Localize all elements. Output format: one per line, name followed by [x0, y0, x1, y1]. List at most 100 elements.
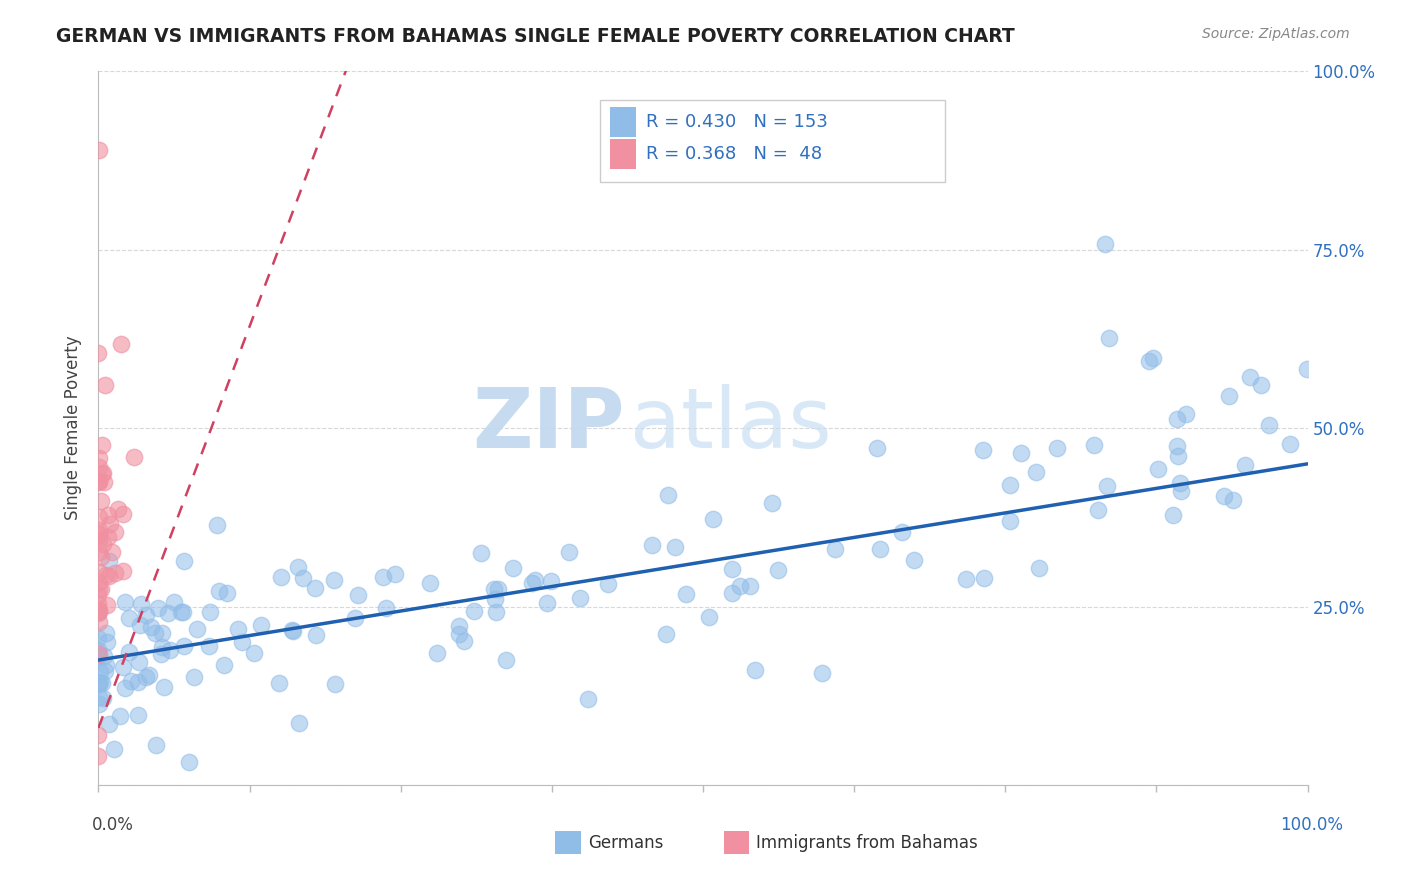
- Point: [721, 586, 744, 600]
- FancyBboxPatch shape: [600, 100, 945, 182]
- Point: [87, 575, 110, 590]
- Point: [93, 475, 115, 489]
- Point: [122, 450, 145, 464]
- Point: [675, 586, 697, 600]
- Point: [524, 574, 547, 588]
- Point: [159, 643, 181, 657]
- Point: [655, 627, 678, 641]
- Point: [110, 708, 132, 723]
- Point: [143, 625, 166, 640]
- Point: [343, 611, 366, 625]
- Point: [87, 545, 110, 559]
- Point: [89, 665, 111, 680]
- Point: [96, 598, 118, 612]
- Point: [697, 610, 720, 624]
- Point: [766, 562, 789, 576]
- Point: [955, 572, 977, 586]
- Point: [973, 571, 995, 585]
- Point: [97, 508, 120, 523]
- Point: [89, 475, 111, 490]
- Point: [172, 605, 194, 619]
- Point: [761, 496, 783, 510]
- Point: [292, 571, 315, 585]
- Point: [578, 692, 600, 706]
- Point: [87, 460, 110, 475]
- Point: [1028, 561, 1050, 575]
- Point: [118, 645, 141, 659]
- Point: [87, 749, 110, 764]
- Point: [228, 622, 250, 636]
- Point: [205, 517, 228, 532]
- Point: [200, 605, 222, 619]
- Point: [484, 591, 506, 606]
- Point: [112, 564, 135, 578]
- Point: [87, 509, 110, 524]
- Point: [87, 677, 110, 691]
- Point: [270, 570, 292, 584]
- Point: [1234, 458, 1257, 472]
- Point: [1094, 236, 1116, 251]
- Point: [112, 508, 135, 522]
- Point: [1083, 438, 1105, 452]
- Point: [1213, 489, 1236, 503]
- Point: [740, 579, 762, 593]
- Point: [98, 569, 121, 583]
- Point: [540, 574, 562, 589]
- Point: [520, 576, 543, 591]
- Point: [94, 377, 117, 392]
- Point: [502, 561, 524, 575]
- Point: [495, 653, 517, 667]
- Point: [482, 582, 505, 597]
- Point: [1168, 475, 1191, 490]
- Point: [91, 537, 114, 551]
- Point: [267, 676, 290, 690]
- Point: [87, 565, 110, 579]
- Point: [1147, 462, 1170, 476]
- Point: [231, 635, 253, 649]
- Point: [110, 337, 132, 351]
- Point: [87, 474, 110, 488]
- Point: [1046, 441, 1069, 455]
- Text: Source: ZipAtlas.com: Source: ZipAtlas.com: [1202, 27, 1350, 41]
- Text: ZIP: ZIP: [472, 384, 624, 465]
- Point: [891, 524, 914, 539]
- Point: [1218, 389, 1240, 403]
- Text: R = 0.430   N = 153: R = 0.430 N = 153: [647, 113, 828, 131]
- Bar: [610, 139, 637, 169]
- Point: [1222, 493, 1244, 508]
- Point: [87, 451, 110, 466]
- Point: [903, 553, 925, 567]
- Point: [87, 675, 110, 690]
- Point: [135, 608, 157, 623]
- Point: [447, 626, 470, 640]
- Point: [1142, 351, 1164, 365]
- Point: [87, 605, 110, 619]
- Point: [1258, 417, 1281, 432]
- Point: [114, 681, 136, 695]
- Point: [150, 640, 173, 654]
- Point: [135, 670, 157, 684]
- Point: [183, 670, 205, 684]
- Point: [1010, 446, 1032, 460]
- Point: [91, 467, 114, 481]
- Point: [177, 755, 200, 769]
- Point: [569, 591, 592, 605]
- Point: [972, 442, 994, 457]
- Point: [104, 525, 127, 540]
- Point: [463, 604, 485, 618]
- Point: [138, 668, 160, 682]
- Point: [702, 512, 724, 526]
- Point: [449, 619, 471, 633]
- Text: 100.0%: 100.0%: [1279, 816, 1343, 834]
- Point: [87, 690, 110, 704]
- Point: [998, 514, 1021, 528]
- Point: [91, 691, 114, 706]
- Point: [1167, 450, 1189, 464]
- Text: Immigrants from Bahamas: Immigrants from Bahamas: [756, 834, 979, 852]
- Point: [720, 562, 742, 576]
- Point: [384, 567, 406, 582]
- Point: [89, 675, 111, 690]
- Point: [139, 620, 162, 634]
- Point: [104, 566, 127, 581]
- Point: [87, 588, 110, 602]
